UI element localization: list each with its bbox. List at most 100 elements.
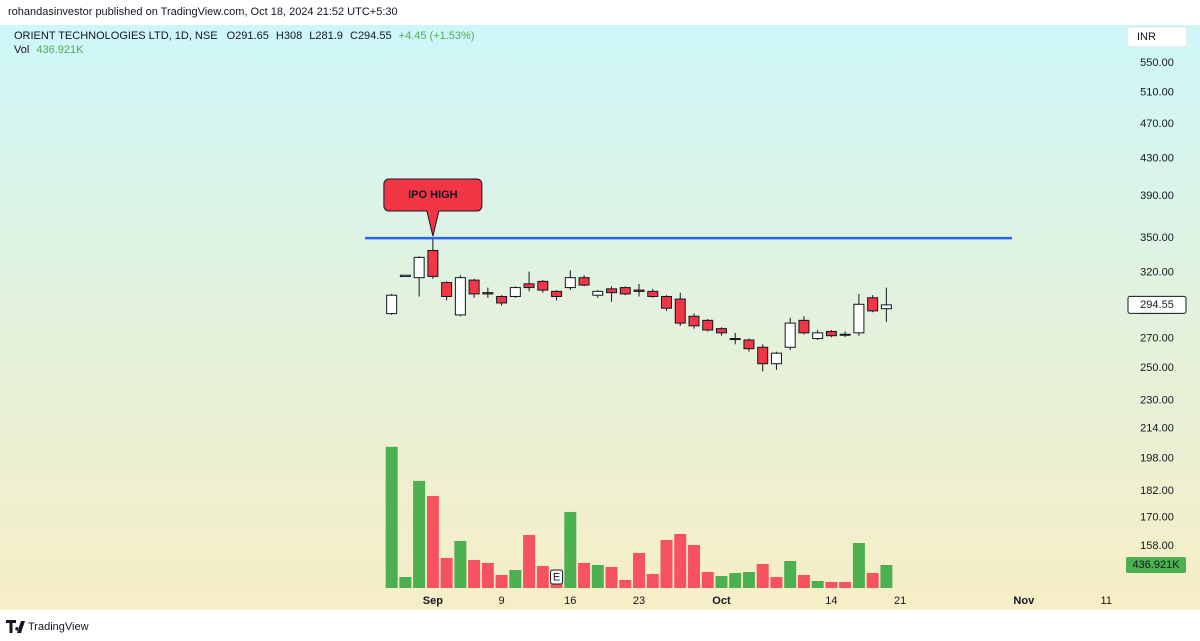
x-tick-label: Nov (1013, 595, 1035, 607)
y-tick-label: 430.00 (1140, 152, 1174, 164)
candle-body (839, 333, 851, 336)
volume-bar (880, 564, 893, 588)
symbol-title: ORIENT TECHNOLOGIES LTD, 1D, NSE (14, 30, 218, 42)
volume-bar (564, 511, 577, 588)
candle-body (592, 290, 604, 296)
x-tick-label: 14 (825, 595, 837, 607)
candle-body (702, 319, 714, 331)
volume-bar (729, 572, 742, 588)
volume-bar (797, 574, 810, 588)
volume-last: 436.921K (36, 44, 84, 56)
byline: rohandasinvestor published on TradingVie… (8, 6, 398, 18)
y-tick-label: 214.00 (1140, 422, 1174, 434)
y-tick-label: 550.00 (1140, 57, 1174, 69)
volume-bar (399, 576, 412, 588)
candle-body (812, 332, 824, 340)
volume-name: Vol (14, 44, 29, 56)
candle-body (454, 277, 466, 316)
candle-body (784, 322, 796, 348)
callout (383, 178, 483, 237)
candle-body (386, 294, 398, 315)
callout-text: IPO HIGH (408, 189, 458, 201)
candle-body (674, 298, 686, 324)
candle-body (482, 292, 494, 295)
candle-body (825, 330, 837, 337)
candle-body (399, 274, 411, 277)
y-tick-label: 510.00 (1140, 86, 1174, 98)
x-tick-label: 21 (894, 595, 906, 607)
volume-bar (687, 544, 700, 588)
y-tick-label: 230.00 (1140, 395, 1174, 407)
x-tick-label: 23 (633, 595, 645, 607)
brand: TradingView (28, 621, 89, 633)
volume-bar (481, 562, 494, 588)
ohlc-letter: H (276, 30, 284, 42)
candle-body (853, 303, 865, 334)
volume-bar (852, 542, 865, 588)
volume-bar (468, 559, 481, 588)
candle-body (880, 304, 892, 310)
volume-bar (646, 573, 659, 588)
volume-bar (523, 534, 536, 588)
ohlc-letter: C (350, 30, 358, 42)
volume-legend: Vol 436.921K (14, 44, 84, 56)
volume-bar (495, 574, 508, 588)
volume-bar (426, 495, 439, 588)
candle-body (537, 280, 549, 291)
currency-button[interactable] (1126, 26, 1188, 48)
price-tag (1127, 295, 1187, 314)
x-tick-label: Oct (712, 595, 731, 607)
candle-body (770, 352, 782, 365)
ohlc-value: 281.9 (315, 30, 343, 42)
x-tick-label: Sep (423, 595, 443, 607)
ohlc-value: 308 (284, 30, 302, 42)
volume-bar (715, 575, 728, 588)
currency-label[interactable]: INR (1137, 31, 1156, 43)
volume-bar (633, 552, 646, 588)
volume-bar (440, 557, 453, 588)
candle-body (867, 297, 879, 312)
y-tick-label: 158.00 (1140, 540, 1174, 552)
volume-bar (674, 533, 687, 588)
volume-bar (784, 560, 797, 588)
y-tick-label: 182.00 (1140, 485, 1174, 497)
candle-body (688, 315, 700, 327)
earnings-box (550, 569, 564, 585)
candle-body (509, 287, 521, 297)
volume-bar (756, 563, 769, 588)
volume-bar (770, 576, 783, 588)
candle-body (427, 249, 439, 277)
candle-body (578, 277, 590, 286)
y-tick-label: 198.00 (1140, 453, 1174, 465)
candle-body (523, 283, 535, 289)
change: +4.45 (+1.53%) (399, 30, 475, 42)
volume-bar (591, 564, 604, 588)
brand-logo (6, 620, 25, 633)
volume-tag (1126, 557, 1186, 573)
header: ORIENT TECHNOLOGIES LTD, 1D, NSE O291.65… (14, 30, 475, 42)
volume-bar (839, 581, 852, 588)
candle-body (661, 295, 673, 309)
candle-body (441, 282, 453, 297)
x-tick-label: 11 (1101, 595, 1112, 607)
ohlc-letter: L (309, 30, 315, 42)
candle-body (551, 290, 563, 297)
footer: TradingView (6, 620, 89, 633)
volume-bar (536, 565, 549, 588)
volume-tag-label: 436.921K (1132, 559, 1180, 571)
volume-bar (866, 572, 879, 588)
volume-bar (509, 569, 522, 588)
earnings-label: E (553, 571, 560, 583)
volume-bar (825, 581, 838, 588)
ohlc-letter: O (227, 30, 236, 42)
candle-body (647, 290, 659, 297)
candle-body (496, 295, 508, 304)
volume-bar (454, 540, 467, 588)
ohlc-value: 294.55 (358, 30, 392, 42)
candle-body (633, 289, 645, 292)
y-tick-label: 250.00 (1140, 362, 1174, 374)
candle-body (715, 328, 727, 334)
x-tick-label: 16 (564, 595, 576, 607)
y-tick-label: 270.00 (1140, 332, 1174, 344)
